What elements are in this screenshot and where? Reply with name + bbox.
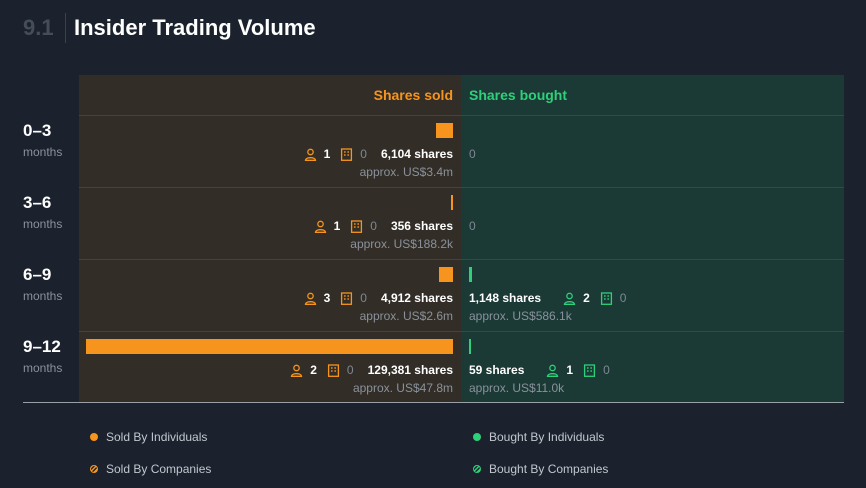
shares-bought-header: Shares bought	[469, 87, 568, 103]
bought-shares: 0	[469, 219, 476, 233]
row-label: 6–9 months	[23, 265, 62, 303]
legend-label: Sold By Companies	[106, 462, 212, 476]
legend-item: Bought By Individuals	[473, 430, 604, 444]
person-icon	[304, 148, 317, 161]
row-unit: months	[23, 145, 63, 159]
person-icon	[290, 364, 303, 377]
sold-info: 1 0 356 shares	[314, 218, 453, 234]
bought-info: 0	[469, 146, 476, 162]
building-icon	[583, 363, 596, 377]
section-header: 9.1 Insider Trading Volume	[23, 13, 316, 43]
bought-companies-count: 0	[603, 363, 610, 377]
sold-shares: 4,912 shares	[380, 291, 453, 305]
bought-individuals-count: 1	[566, 363, 574, 377]
sold-info: 1 0 6,104 shares	[304, 146, 453, 162]
row-label: 9–12 months	[23, 337, 62, 375]
bought-approx-value: approx. US$11.0k	[469, 381, 565, 395]
sold-companies-count: 0	[360, 291, 367, 305]
chart-baseline	[23, 402, 844, 403]
legend-label: Bought By Individuals	[489, 430, 605, 444]
shares-sold-header: Shares sold	[373, 87, 453, 103]
sold-info: 2 0 129,381 shares	[290, 362, 453, 378]
sold-approx-value: approx. US$188.2k	[350, 237, 453, 251]
sold-bar	[435, 123, 453, 138]
bought-shares: 59 shares	[469, 363, 525, 377]
bought-companies-count: 0	[619, 291, 627, 305]
legend-item: Bought By Companies	[473, 462, 608, 476]
legend-swatch	[473, 433, 481, 441]
bought-shares: 0	[469, 147, 476, 161]
sold-companies-count: 0	[346, 363, 354, 377]
legend-swatch	[90, 465, 98, 473]
bought-individuals-count: 2	[583, 291, 590, 305]
building-icon	[350, 219, 363, 233]
sold-approx-value: approx. US$2.6m	[359, 309, 453, 323]
sold-bar	[451, 195, 453, 210]
sold-companies-count: 0	[370, 219, 377, 233]
row-range: 9–12	[23, 337, 61, 356]
bought-info: 1,148 shares 2 0	[469, 290, 626, 306]
section-divider	[65, 13, 66, 43]
sold-info: 3 0 4,912 shares	[304, 290, 453, 306]
section-number: 9.1	[23, 15, 54, 40]
section-title: Insider Trading Volume	[74, 15, 316, 40]
legend-label: Bought By Companies	[489, 462, 609, 476]
row-unit: months	[23, 217, 63, 231]
legend-swatch	[90, 433, 98, 441]
building-icon	[327, 363, 340, 377]
legend-item: Sold By Individuals	[90, 430, 207, 444]
row-range: 0–3	[23, 121, 52, 140]
sold-bar	[86, 339, 453, 354]
sold-shares: 6,104 shares	[380, 147, 453, 161]
sold-shares: 129,381 shares	[367, 363, 453, 377]
sold-bar	[439, 267, 453, 282]
row-label: 3–6 months	[23, 193, 62, 231]
bought-shares: 1,148 shares	[469, 291, 542, 305]
bought-info: 59 shares 1 0	[469, 362, 610, 378]
sold-approx-value: approx. US$47.8m	[352, 381, 453, 395]
bought-approx-value: approx. US$586.1k	[469, 309, 572, 323]
row-unit: months	[23, 361, 63, 375]
row-divider	[79, 115, 844, 116]
building-icon	[340, 291, 353, 305]
sold-companies-count: 0	[360, 147, 367, 161]
row-range: 6–9	[23, 265, 52, 284]
building-icon	[600, 291, 613, 305]
sold-individuals-count: 1	[323, 147, 331, 161]
row-range: 3–6	[23, 193, 52, 212]
legend-swatch	[473, 465, 481, 473]
bought-panel	[461, 75, 844, 403]
legend-item: Sold By Companies	[90, 462, 211, 476]
sold-individuals-count: 1	[333, 219, 341, 233]
person-icon	[563, 292, 576, 305]
building-icon	[340, 147, 353, 161]
sold-shares: 356 shares	[390, 219, 453, 233]
row-divider	[79, 187, 844, 188]
legend-label: Sold By Individuals	[106, 430, 208, 444]
sold-individuals-count: 3	[323, 291, 331, 305]
person-icon	[314, 220, 327, 233]
row-unit: months	[23, 289, 63, 303]
bought-bar	[469, 339, 471, 354]
row-divider	[79, 259, 844, 260]
sold-approx-value: approx. US$3.4m	[359, 165, 453, 179]
row-label: 0–3 months	[23, 121, 62, 159]
row-divider	[79, 331, 844, 332]
person-icon	[546, 364, 559, 377]
bought-info: 0	[469, 218, 476, 234]
bought-bar	[469, 267, 473, 282]
person-icon	[304, 292, 317, 305]
sold-individuals-count: 2	[310, 363, 317, 377]
